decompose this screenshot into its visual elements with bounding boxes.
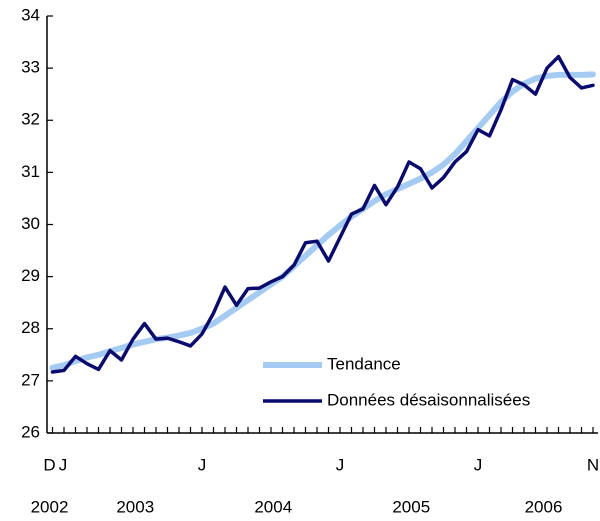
y-tick-label: 27 (21, 370, 40, 389)
year-label: 2003 (116, 497, 154, 516)
legend-label: Données désaisonnalisées (327, 390, 530, 409)
y-tick-label: 29 (21, 266, 40, 285)
legend-label: Tendance (327, 354, 401, 373)
y-tick-label: 32 (21, 110, 40, 129)
x-tick-label: J (59, 455, 68, 474)
y-tick-label: 33 (21, 58, 40, 77)
y-tick-label: 28 (21, 318, 40, 337)
x-tick-label: J (474, 455, 483, 474)
y-tick-label: 34 (21, 5, 40, 24)
y-tick-label: 31 (21, 162, 40, 181)
series-line (49, 71, 596, 371)
y-tick-label: 30 (21, 214, 40, 233)
year-label: 2005 (392, 497, 430, 516)
series-line (50, 54, 595, 374)
x-tick-label: J (198, 455, 207, 474)
x-tick-label: J (336, 455, 345, 474)
x-tick-label: N (587, 455, 599, 474)
y-tick-label: 26 (21, 422, 40, 441)
year-label: 2002 (31, 497, 69, 516)
year-label: 2006 (525, 497, 563, 516)
x-tick-label: D (43, 455, 55, 474)
year-label: 2004 (254, 497, 292, 516)
